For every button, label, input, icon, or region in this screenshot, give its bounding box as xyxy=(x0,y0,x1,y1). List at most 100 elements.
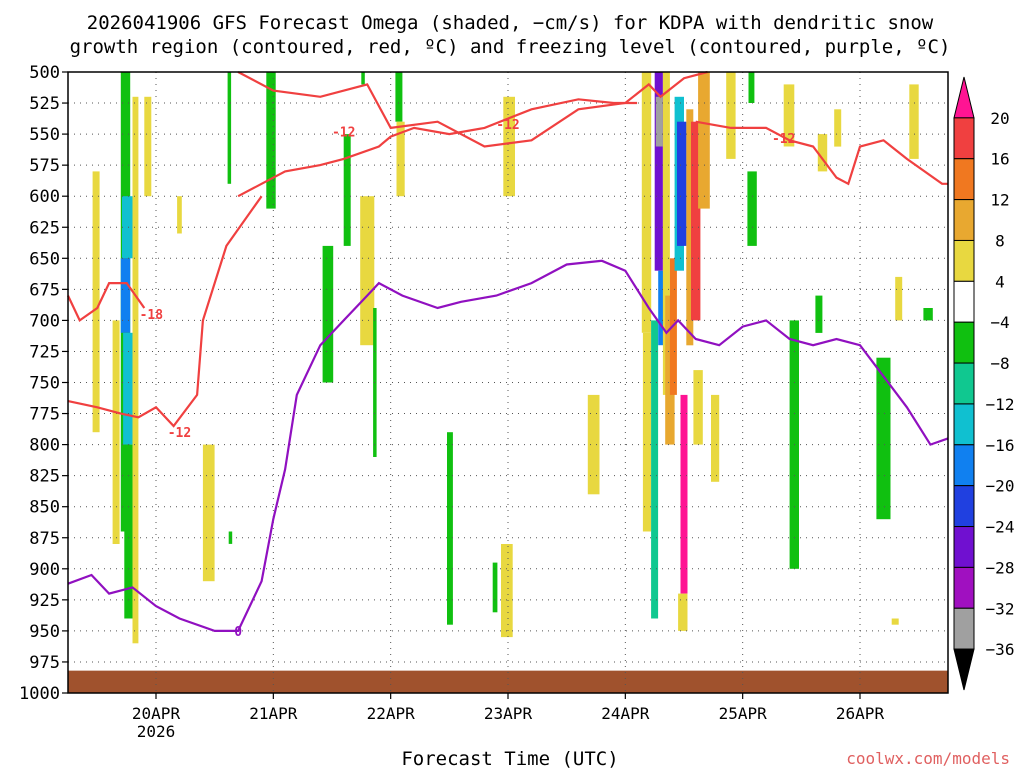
y-tick-label-575: 575 xyxy=(29,156,60,176)
colorbar-box-3 xyxy=(953,199,975,241)
omega-cell-2 xyxy=(120,258,131,333)
omega-cell-54 xyxy=(909,84,919,159)
x-tick-label-1: 21APR xyxy=(249,704,298,723)
omega-cell-41 xyxy=(698,72,710,209)
omega-cell-14 xyxy=(322,245,334,383)
omega-cell-55 xyxy=(923,308,933,321)
omega-cell-8 xyxy=(144,96,152,197)
colorbar-box-4 xyxy=(953,239,975,282)
x-tick-sublabel-0: 2026 xyxy=(137,722,176,741)
colorbar-box-0 xyxy=(953,76,975,119)
omega-cell-44 xyxy=(726,72,736,159)
contour-dgz-minus-12-upper xyxy=(237,70,708,148)
y-tick-label-500: 500 xyxy=(29,63,60,83)
colorbar-box-5 xyxy=(953,280,975,323)
omega-cell-15 xyxy=(343,134,351,246)
omega-cell-30 xyxy=(655,96,663,147)
omega-cell-5 xyxy=(132,96,139,644)
omega-cell-53 xyxy=(895,276,903,321)
y-tick-label-850: 850 xyxy=(29,498,60,518)
colorbar-label-12: −32 xyxy=(986,599,1015,618)
colorbar-box-6 xyxy=(953,321,975,364)
omega-cell-43 xyxy=(711,394,720,482)
colorbar-box-8 xyxy=(953,403,975,446)
omega-cell-24 xyxy=(492,562,498,613)
omega-cell-40 xyxy=(691,121,701,321)
contour-dgz-minus-12-right xyxy=(695,120,948,186)
colorbar-label-7: −12 xyxy=(986,395,1015,414)
y-tick-label-525: 525 xyxy=(29,94,60,114)
colorbar-label-11: −28 xyxy=(986,558,1015,577)
colorbar-label-10: −24 xyxy=(986,518,1015,537)
x-tick-label-0: 20APR xyxy=(132,704,181,723)
colorbar-box-1 xyxy=(953,117,975,160)
omega-cell-28 xyxy=(651,320,659,619)
omega-cell-51 xyxy=(834,109,842,147)
omega-cell-52 xyxy=(876,357,891,520)
omega-cell-37 xyxy=(680,394,688,594)
omega-cell-29 xyxy=(654,72,663,271)
colorbar-label-9: −20 xyxy=(986,477,1015,496)
chart-title-line-1: 2026041906 GFS Forecast Omega (shaded, −… xyxy=(87,12,934,34)
omega-cell-46 xyxy=(747,171,757,246)
colorbar-label-1: 16 xyxy=(990,150,1009,169)
omega-cell-20 xyxy=(396,121,405,197)
colorbar-label-0: 20 xyxy=(990,109,1009,128)
omega-cell-45 xyxy=(748,72,755,103)
colorbar-label-4: 4 xyxy=(995,272,1005,291)
omega-cell-50 xyxy=(817,134,828,172)
omega-cell-38 xyxy=(678,593,688,631)
plot-area: -12 -12 -12 -18 -12 0 xyxy=(67,70,949,694)
y-tick-label-800: 800 xyxy=(29,436,60,456)
y-tick-label-975: 975 xyxy=(29,653,60,673)
colorbar-label-6: −8 xyxy=(990,354,1009,373)
contour-label-freezing-level: 0 xyxy=(234,625,242,640)
y-tick-label-675: 675 xyxy=(29,280,60,300)
y-tick-label-875: 875 xyxy=(29,529,60,549)
x-tick-label-4: 24APR xyxy=(601,704,650,723)
omega-cell-10 xyxy=(202,444,215,582)
colorbar-box-13 xyxy=(953,607,975,650)
y-tick-label-750: 750 xyxy=(29,374,60,394)
credit-text: coolwx.com/models xyxy=(846,749,1010,768)
contour-dgz-minus-12-mid xyxy=(237,98,638,198)
colorbar-box-14 xyxy=(953,648,975,691)
colorbar-box-7 xyxy=(953,362,975,405)
x-axis-label: Forecast Time (UTC) xyxy=(401,748,618,768)
contour-freezing-level xyxy=(67,259,949,632)
colorbar-legend: 20 16 12 8 4 −4 −8 −12 −16 −20 −24 −28 −32 −36 xyxy=(953,76,1015,691)
colorbar-label-8: −16 xyxy=(986,436,1015,455)
colorbar-label-13: −36 xyxy=(986,640,1015,659)
colorbar-label-2: 12 xyxy=(990,191,1009,210)
chart-title-line-2: growth region (contoured, red, ºC) and f… xyxy=(70,36,951,58)
y-tick-label-625: 625 xyxy=(29,218,60,238)
omega-cell-36 xyxy=(677,121,687,246)
y-tick-label-775: 775 xyxy=(29,405,60,425)
colorbar-box-11 xyxy=(953,526,975,568)
contour-dgz-minus-18 xyxy=(67,282,146,323)
x-tick-label-2: 22APR xyxy=(367,704,416,723)
y-tick-label-950: 950 xyxy=(29,622,60,642)
colorbar-box-2 xyxy=(953,158,975,201)
omega-cell-21 xyxy=(447,432,453,625)
terrain-fill xyxy=(68,670,948,693)
omega-cell-31 xyxy=(658,270,666,346)
omega-cell-4 xyxy=(124,444,133,619)
omega-cell-47 xyxy=(783,84,795,147)
y-tick-label-600: 600 xyxy=(29,187,60,207)
x-tick-label-6: 26APR xyxy=(836,704,885,723)
omega-cell-19 xyxy=(395,72,403,122)
y-tick-label-1000: 1000 xyxy=(19,684,60,704)
y-tick-label-550: 550 xyxy=(29,125,60,145)
colorbar-box-12 xyxy=(953,566,975,609)
colorbar-label-3: 8 xyxy=(995,231,1005,250)
contour-label-dgz-minus-18: -18 xyxy=(140,308,164,323)
x-tick-label-5: 25APR xyxy=(719,704,768,723)
colorbar-label-5: −4 xyxy=(990,313,1009,332)
y-tick-label-650: 650 xyxy=(29,249,60,269)
omega-cell-11 xyxy=(227,72,232,184)
contour-label-dgz-minus-12-lower: -12 xyxy=(168,426,191,441)
omega-cell-25 xyxy=(587,394,600,495)
y-tick-label-825: 825 xyxy=(29,467,60,487)
